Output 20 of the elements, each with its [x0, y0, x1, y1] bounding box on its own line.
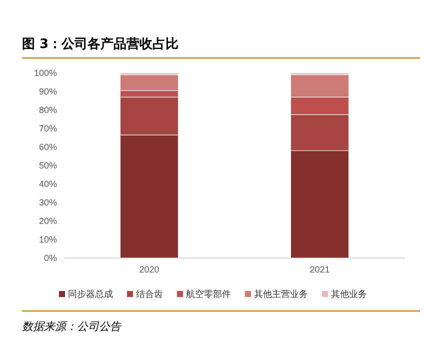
y-tick-label: 70% — [38, 123, 57, 134]
x-tick-label: 2021 — [310, 264, 330, 274]
y-tick-label: 20% — [38, 216, 57, 226]
legend-label: 结合齿 — [136, 289, 163, 300]
y-tick-label: 50% — [38, 160, 57, 170]
legend-label: 同步器总成 — [68, 289, 113, 300]
legend-label: 其他主营业务 — [254, 289, 308, 300]
y-tick-label: 10% — [38, 234, 57, 244]
x-tick-label: 2020 — [139, 264, 160, 274]
legend-label: 航空零部件 — [186, 289, 231, 300]
y-tick-label: 0% — [44, 252, 57, 263]
y-tick-label: 80% — [38, 104, 57, 115]
y-tick-label: 90% — [38, 86, 57, 96]
legend-label: 其他业务 — [331, 289, 367, 300]
y-tick-label: 30% — [38, 197, 57, 208]
y-tick-label: 100% — [34, 68, 57, 78]
chart-title: 图 3：公司各产品营收占比 — [22, 36, 179, 52]
source-note: 数据来源：公司公告 — [22, 320, 122, 333]
y-tick-label: 40% — [38, 178, 57, 189]
y-tick-label: 60% — [38, 142, 57, 152]
